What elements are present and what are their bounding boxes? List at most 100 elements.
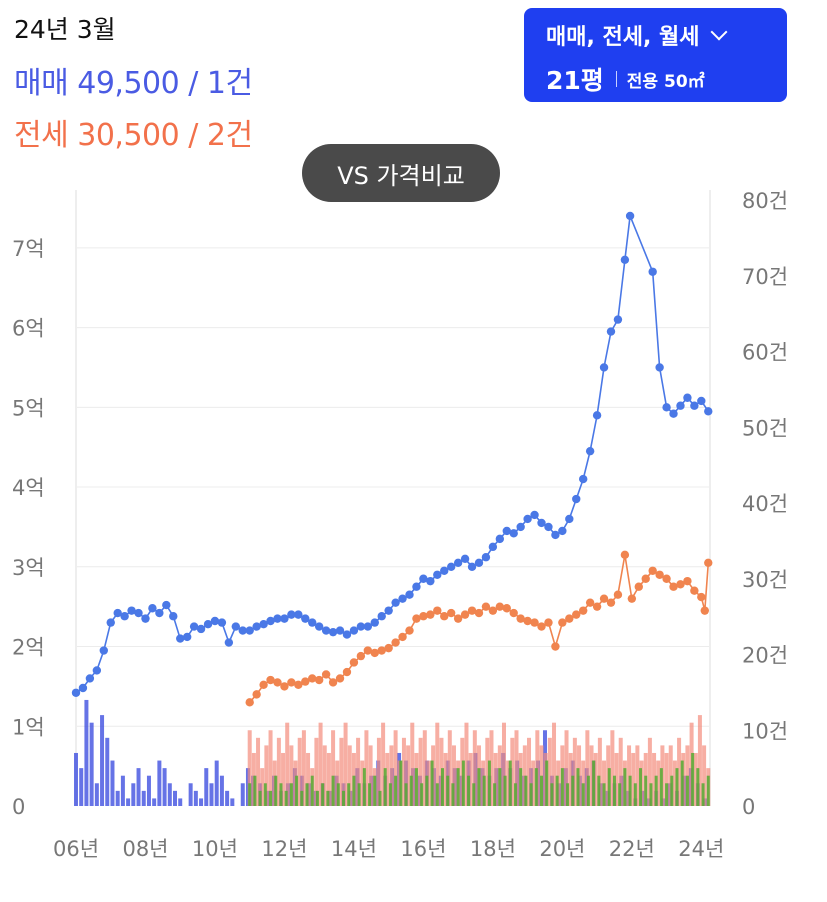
price-point	[558, 618, 567, 627]
volume-bar	[314, 737, 319, 806]
volume-bar	[447, 730, 452, 806]
price-point	[398, 594, 407, 603]
price-point	[314, 622, 324, 631]
price-point	[294, 680, 303, 689]
sale-summary: 매매 49,500 / 1건	[14, 66, 253, 101]
volume-bar	[256, 737, 261, 806]
volume-bar	[258, 790, 262, 806]
volume-bar	[269, 790, 273, 806]
volume-bar	[665, 783, 669, 806]
price-point	[356, 651, 366, 661]
volume-bar	[524, 775, 528, 806]
price-point	[113, 608, 122, 618]
volume-bar	[568, 752, 573, 806]
y-left-tick-label: 7억	[12, 237, 45, 261]
volume-bar	[268, 730, 273, 806]
volume-bar	[306, 752, 311, 806]
price-point	[301, 677, 310, 686]
price-point	[613, 315, 623, 324]
price-point	[585, 598, 595, 607]
volume-bar	[501, 722, 506, 806]
volume-bar	[426, 760, 431, 806]
price-point	[460, 554, 470, 564]
volume-bar	[540, 775, 544, 806]
price-point	[460, 610, 470, 619]
price-point	[356, 622, 366, 631]
price-point	[335, 674, 345, 683]
price-point	[530, 510, 539, 520]
volume-bar	[572, 737, 577, 806]
price-point	[106, 618, 115, 627]
volume-bar	[685, 775, 689, 806]
volume-bar	[105, 737, 110, 806]
volume-bar	[219, 775, 224, 806]
price-point	[495, 602, 505, 611]
price-point	[259, 620, 268, 629]
volume-bar	[702, 745, 707, 806]
y-right-tick-label: 70건	[742, 265, 788, 289]
volume-bar	[399, 760, 403, 806]
price-point	[308, 674, 317, 683]
volume-bar	[285, 722, 290, 806]
price-point	[565, 514, 574, 524]
volume-bar	[654, 775, 658, 806]
price-point	[196, 624, 206, 634]
volume-bar	[649, 783, 653, 806]
price-point	[565, 614, 574, 623]
volume-bar	[510, 737, 515, 806]
volume-bar	[410, 722, 415, 806]
volume-bar	[393, 730, 398, 806]
volume-bar	[581, 783, 585, 806]
volume-bar	[677, 737, 682, 806]
price-point	[669, 409, 678, 418]
volume-bar	[498, 768, 502, 806]
price-point	[405, 590, 414, 599]
volume-bar	[383, 768, 387, 806]
volume-bar	[89, 722, 94, 806]
price-point	[377, 612, 386, 621]
price-point	[419, 574, 428, 583]
volume-bar	[633, 783, 637, 806]
x-tick-label: 20년	[539, 837, 585, 861]
volume-bar	[589, 745, 594, 806]
price-point	[620, 550, 630, 560]
price-point	[676, 401, 685, 410]
volume-bar	[248, 783, 252, 806]
volume-bar	[305, 783, 309, 806]
price-point	[342, 667, 352, 677]
volume-bar	[347, 745, 352, 806]
size-area: 전용 50㎡	[626, 71, 705, 92]
volume-bar	[555, 775, 559, 806]
price-point	[599, 594, 609, 603]
price-point	[523, 514, 532, 524]
volume-bar	[618, 737, 623, 806]
volume-bar	[357, 783, 361, 806]
trade-type-filter-button[interactable]: 매매, 전세, 월세 21평 전용 50㎡	[524, 8, 787, 102]
price-point	[683, 576, 692, 586]
volume-bar	[623, 768, 627, 806]
volume-bar	[84, 699, 89, 806]
volume-bar	[376, 737, 381, 806]
volume-bar	[347, 783, 351, 806]
price-point	[700, 606, 709, 615]
volume-bar	[493, 752, 498, 806]
price-compare-button[interactable]: VS 가격비교	[302, 144, 500, 202]
volume-bar	[534, 768, 538, 806]
price-point	[579, 474, 588, 484]
volume-bar	[326, 752, 331, 806]
volume-bar	[550, 783, 554, 806]
price-point	[446, 608, 456, 618]
volume-bar	[131, 783, 136, 806]
volume-bar	[126, 798, 131, 806]
price-point	[613, 590, 623, 599]
price-point	[134, 608, 143, 618]
volume-bar	[146, 775, 151, 806]
volume-bar	[618, 783, 622, 806]
price-point	[440, 566, 449, 575]
volume-bar	[443, 752, 448, 806]
volume-bar	[331, 730, 336, 806]
x-tick-label: 12년	[261, 837, 307, 861]
volume-bar	[343, 722, 348, 806]
price-point	[127, 606, 136, 615]
volume-bar	[406, 745, 411, 806]
